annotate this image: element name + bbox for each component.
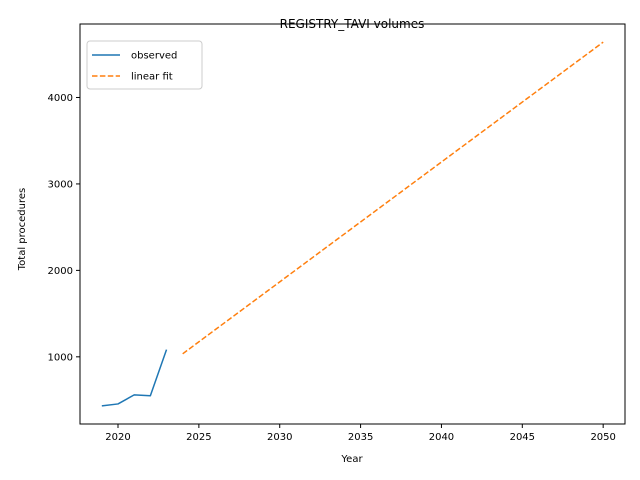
- x-axis-label: Year: [340, 454, 363, 465]
- x-tick-label: 2040: [429, 432, 454, 443]
- observed-line: [101, 349, 168, 407]
- legend-box: [86, 40, 203, 90]
- linear-fit-line: [182, 41, 604, 355]
- y-axis: 1000 2000 3000 4000: [48, 93, 80, 363]
- legend-label: linear fit: [131, 72, 173, 83]
- y-tick-label: 3000: [48, 179, 73, 190]
- x-tick-label: 2020: [105, 432, 130, 443]
- axes-frame: [79, 23, 626, 425]
- legend-label: observed: [131, 51, 177, 62]
- y-tick-label: 4000: [48, 93, 73, 104]
- x-tick-label: 2050: [590, 432, 615, 443]
- legend: observed linear fit: [86, 40, 203, 90]
- x-tick-label: 2030: [267, 432, 292, 443]
- x-tick-label: 2025: [186, 432, 211, 443]
- y-axis-label: Total procedures: [17, 188, 28, 271]
- y-tick-label: 2000: [48, 266, 73, 277]
- x-axis: 2020 2025 2030 2035 2040 2045 2050: [105, 424, 616, 443]
- x-tick-label: 2035: [348, 432, 373, 443]
- y-tick-label: 1000: [48, 352, 73, 363]
- plot-area: [101, 41, 604, 407]
- x-tick-label: 2045: [510, 432, 535, 443]
